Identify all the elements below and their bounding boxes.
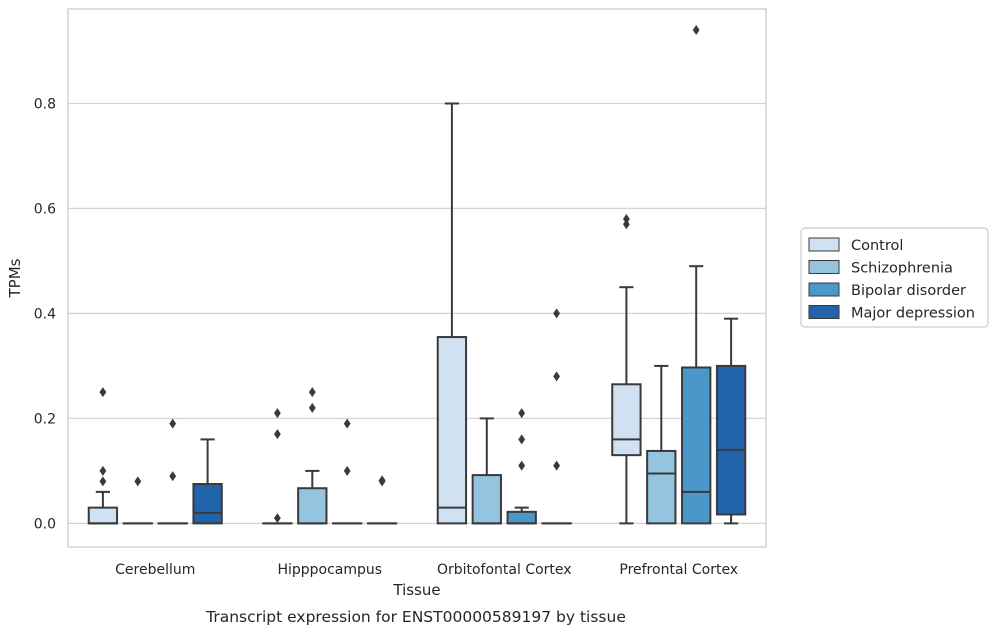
- legend-item: Bipolar disorder: [808, 282, 966, 299]
- box-control: [262, 408, 293, 525]
- outlier-point: [623, 219, 630, 230]
- box-control: [87, 387, 119, 525]
- outlier-point: [169, 471, 177, 482]
- outlier-point: [134, 476, 142, 487]
- box-body: [436, 336, 468, 525]
- outlier-point: [308, 402, 316, 413]
- box-schizophrenia: [122, 476, 153, 525]
- x-axis-label: Tissue: [392, 581, 440, 599]
- outlier-point: [692, 24, 700, 35]
- outlier-point: [99, 465, 107, 476]
- box-bipolar-disorder: [506, 408, 537, 525]
- box-body: [506, 510, 537, 525]
- y-tick-label: 0.4: [34, 306, 56, 322]
- box-body: [192, 483, 223, 525]
- box-schizophrenia: [471, 417, 502, 525]
- outlier-point: [169, 418, 177, 429]
- outlier-point: [553, 371, 560, 382]
- y-tick-label: 0.0: [34, 516, 56, 532]
- box-schizophrenia: [646, 364, 677, 525]
- legend-item: Control: [808, 237, 903, 254]
- y-axis-label: TPMs: [6, 258, 24, 298]
- outlier-point: [518, 434, 526, 445]
- box-bipolar-disorder: [332, 418, 363, 525]
- box-body: [681, 366, 712, 525]
- plot-frame: [67, 8, 767, 548]
- legend: Control Schizophrenia Bipolar disorder Majo…: [800, 227, 989, 328]
- outlier-point: [99, 476, 107, 487]
- box-bipolar-disorder: [681, 24, 712, 525]
- box-body: [471, 474, 502, 525]
- box-major-depression: [366, 475, 398, 525]
- x-tick-label: Orbitofontal Cortex: [437, 562, 572, 578]
- x-axis-ticks: Cerebellum Hipppocampus Orbitofontal Corte…: [115, 562, 738, 578]
- y-tick-label: 0.6: [34, 201, 56, 217]
- legend-swatch: [808, 260, 840, 274]
- chart-caption: Transcript expression for ENST0000058919…: [205, 608, 626, 626]
- y-tick-label: 0.2: [34, 411, 56, 427]
- outlier-point: [274, 429, 281, 440]
- legend-frame: [800, 227, 989, 328]
- box-body: [715, 364, 747, 516]
- legend-swatch: [808, 282, 840, 297]
- box-bipolar-disorder: [157, 418, 188, 525]
- legend-item: Major depression: [808, 305, 975, 322]
- legend-swatch: [808, 305, 840, 319]
- legend-label: Schizophrenia: [851, 261, 953, 277]
- box-major-depression: [541, 308, 572, 525]
- box-major-depression: [192, 438, 223, 525]
- legend-label: Control: [851, 238, 903, 254]
- legend-item: Schizophrenia: [808, 260, 953, 277]
- x-tick-label: Cerebellum: [115, 562, 195, 578]
- outlier-point: [274, 513, 281, 524]
- y-axis-ticks: 0.0 0.2 0.4 0.6 0.8: [34, 96, 56, 532]
- x-tick-label: Prefrontal Cortex: [619, 562, 738, 578]
- outlier-point: [378, 475, 386, 486]
- box-body: [297, 487, 328, 525]
- outlier-point: [343, 465, 351, 476]
- outlier-point: [343, 418, 351, 429]
- box-plots: [87, 24, 747, 525]
- box-body: [87, 506, 119, 525]
- legend-label: Major depression: [851, 306, 975, 322]
- outlier-point: [553, 308, 560, 319]
- x-tick-label: Hipppocampus: [277, 562, 382, 578]
- y-tick-label: 0.8: [34, 96, 56, 112]
- outlier-point: [518, 408, 526, 419]
- box-body: [646, 449, 677, 525]
- box-major-depression: [715, 317, 747, 525]
- outlier-point: [518, 460, 526, 471]
- outlier-point: [623, 213, 630, 224]
- outlier-point: [553, 460, 560, 471]
- legend-label: Bipolar disorder: [851, 283, 966, 299]
- outlier-point: [274, 408, 281, 419]
- box-control: [611, 213, 642, 525]
- outlier-point: [308, 387, 316, 398]
- box-control: [436, 102, 468, 525]
- legend-swatch: [808, 237, 840, 252]
- box-body: [611, 383, 642, 457]
- box-schizophrenia: [297, 387, 328, 525]
- outlier-point: [99, 387, 107, 398]
